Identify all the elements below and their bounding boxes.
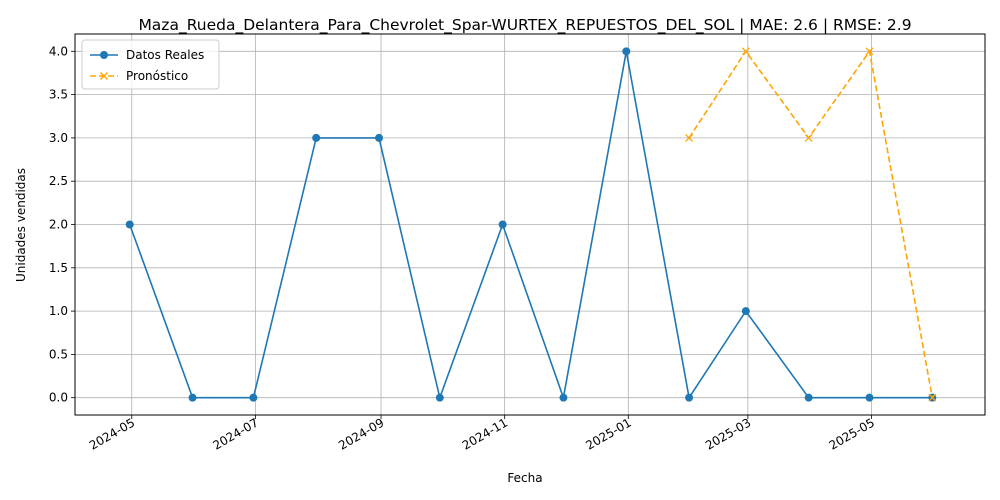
data-point <box>741 307 750 316</box>
y-tick-label: 1.0 <box>49 304 68 318</box>
data-point <box>188 393 197 402</box>
forecast-point <box>685 133 694 142</box>
data-point <box>865 393 874 402</box>
x-axis-title: Fecha <box>507 471 542 485</box>
y-tick-label: 2.0 <box>49 218 68 232</box>
forecast-point <box>804 133 813 142</box>
y-axis-title: Unidades vendidas <box>14 168 28 282</box>
y-axis-ticks: 0.0 0.5 1.0 1.5 2.0 2.5 3.0 3.5 4.0 <box>49 44 75 405</box>
legend: Datos Reales Pronóstico <box>81 39 220 90</box>
data-point <box>435 393 444 402</box>
y-tick-label: 3.0 <box>49 131 68 145</box>
data-point <box>559 393 568 402</box>
data-point <box>685 393 694 402</box>
data-point <box>375 133 384 142</box>
data-point <box>804 393 813 402</box>
forecast-point <box>865 47 874 56</box>
legend-label: Pronóstico <box>126 69 188 83</box>
legend-label: Datos Reales <box>126 48 204 62</box>
y-tick-label: 0.5 <box>49 347 68 361</box>
y-tick-label: 0.0 <box>49 391 68 405</box>
data-point <box>498 220 507 229</box>
legend-marker <box>100 72 108 80</box>
legend-marker <box>100 51 108 59</box>
series-line-1 <box>128 51 933 401</box>
chart-title: Maza_Rueda_Delantera_Para_Chevrolet_Spar… <box>138 16 911 35</box>
data-point <box>312 133 321 142</box>
data-point <box>125 220 134 229</box>
y-tick-label: 2.5 <box>49 174 68 188</box>
legend-box <box>81 39 220 90</box>
series-layer <box>125 47 937 402</box>
data-point <box>249 393 258 402</box>
forecast-point <box>928 393 937 402</box>
y-tick-label: 3.5 <box>49 88 68 102</box>
forecast-point <box>741 47 750 56</box>
y-tick-label: 1.5 <box>49 261 68 275</box>
data-point <box>622 47 631 56</box>
y-tick-label: 4.0 <box>49 44 68 58</box>
